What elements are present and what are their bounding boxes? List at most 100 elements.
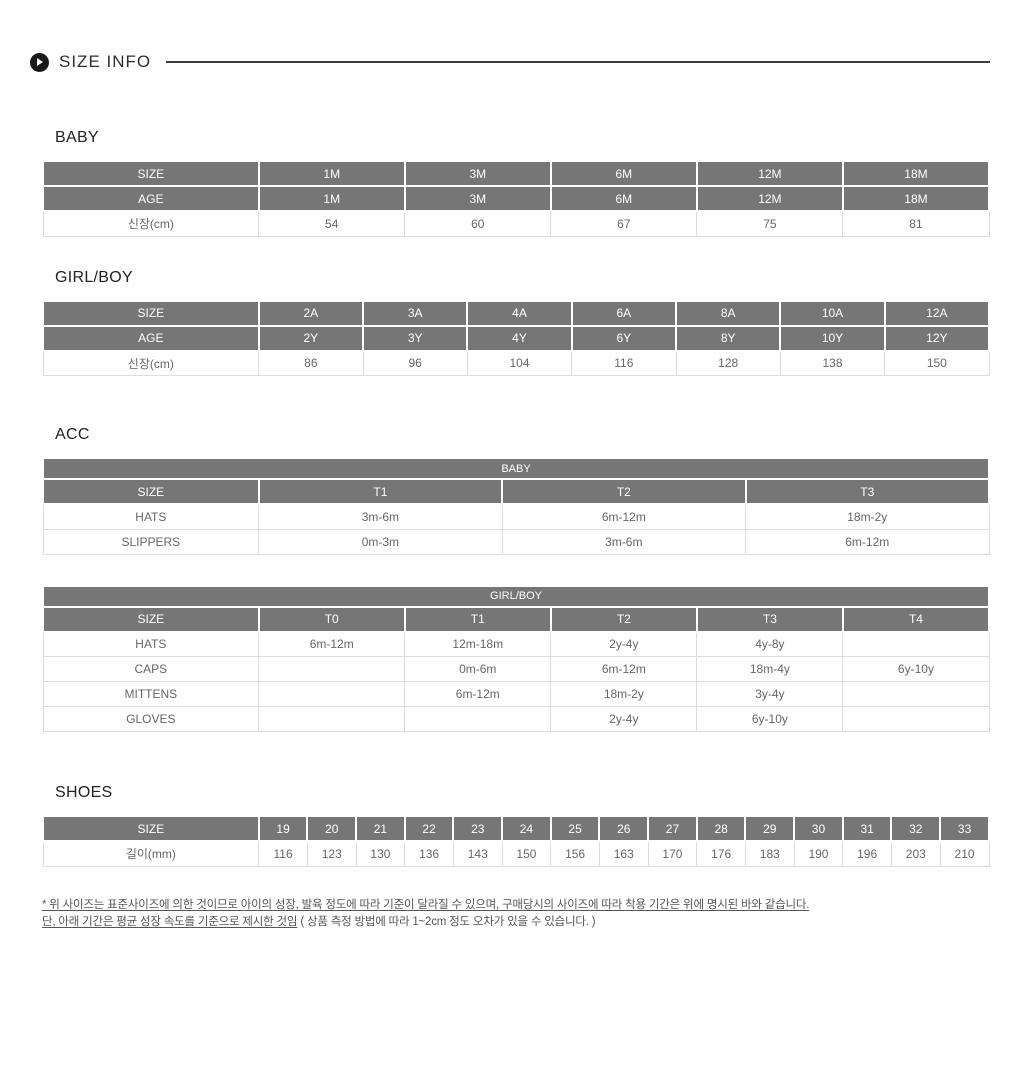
row-label-cell: GLOVES <box>42 706 260 732</box>
column-header-cell: T1 <box>257 478 504 505</box>
column-header-cell: T2 <box>549 605 698 633</box>
table-row: 신장(cm) 54 60 67 75 81 <box>42 210 990 237</box>
column-header-cell: 3A <box>362 299 469 327</box>
girlboy-size-table: SIZE 2A 3A 4A 6A 8A 10A 12A AGE 2Y 3Y 4Y 6Y 8Y 10Y 12Y 신… <box>42 299 991 376</box>
table-band-row: GIRL/BOY <box>42 584 990 608</box>
column-header-cell: 25 <box>549 815 601 842</box>
column-header-cell: 6Y <box>570 324 678 352</box>
column-header-cell: AGE <box>42 185 260 212</box>
baby-size-table: SIZE 1M 3M 6M 12M 18M AGE 1M 3M 6M 12M 18M 신장(cm) 54 6… <box>42 160 991 237</box>
data-cell: 6y-10y <box>842 656 990 682</box>
column-header-cell: 8A <box>674 299 782 327</box>
acc-girlboy-size-table: GIRL/BOY SIZE T0 T1 T2 T3 T4 HATS 6m-12m 12m-18m 2… <box>42 584 991 732</box>
column-header-cell: 10A <box>779 299 886 327</box>
data-cell: 170 <box>647 840 698 867</box>
column-header-cell: T3 <box>744 478 991 505</box>
data-cell: 18m-2y <box>550 681 698 707</box>
footnote-line2-underlined: 단, 아래 기간은 평균 성장 속도를 기준으로 제시한 것임 <box>42 916 298 929</box>
header-row: SIZE 19 20 21 22 23 24 25 26 27 28 29 30 31 32 33 <box>42 815 990 842</box>
page-header: SIZE INFO <box>30 52 990 72</box>
data-cell: 156 <box>550 840 600 867</box>
play-circle-icon <box>30 52 49 72</box>
data-cell: 2y-4y <box>550 631 698 657</box>
data-cell <box>258 656 406 682</box>
data-cell: 150 <box>884 350 990 376</box>
page-title: SIZE INFO <box>59 52 152 71</box>
data-cell: 176 <box>696 840 746 867</box>
data-cell: 96 <box>362 350 468 376</box>
row-label-cell: SLIPPERS <box>42 528 260 555</box>
column-header-cell: 1M <box>257 185 406 212</box>
data-cell: 0m-6m <box>404 656 552 682</box>
column-header-cell: 6M <box>549 160 698 187</box>
data-cell: 60 <box>404 210 552 237</box>
data-cell: 116 <box>258 840 308 867</box>
row-label-cell: 신장(cm) <box>42 350 260 376</box>
row-label-cell: CAPS <box>42 656 260 682</box>
column-header-cell: 12Y <box>883 324 991 352</box>
row-label-cell: HATS <box>42 631 260 657</box>
table-row: 길이(mm) 116 123 130 136 143 150 156 163 170 176 183 1… <box>42 840 990 867</box>
data-cell: 6m-12m <box>404 681 552 707</box>
data-cell: 128 <box>675 350 781 376</box>
data-cell: 196 <box>842 840 892 867</box>
table-row: HATS 6m-12m 12m-18m 2y-4y 4y-8y <box>42 631 990 657</box>
section-title-girlboy: GIRL/BOY <box>55 268 133 286</box>
data-cell: 86 <box>258 350 364 376</box>
column-header-cell: 2A <box>257 299 365 327</box>
column-header-cell: 2Y <box>257 324 365 352</box>
column-header-cell: SIZE <box>42 299 260 327</box>
footnote-line2-plain: ( 상품 측정 방법에 따라 1~2cm 정도 오차가 있을 수 있습니다. ) <box>297 916 596 929</box>
column-header-cell: 10Y <box>779 324 886 352</box>
column-header-cell: 3Y <box>362 324 469 352</box>
header-row: SIZE 2A 3A 4A 6A 8A 10A 12A <box>42 299 991 327</box>
section-title-shoes: SHOES <box>55 784 113 801</box>
row-label-cell: HATS <box>42 503 260 530</box>
data-cell: 150 <box>501 840 552 867</box>
column-header-cell: SIZE <box>42 478 260 505</box>
column-header-cell: 1M <box>257 160 406 187</box>
acc-baby-size-table: BABY SIZE T1 T2 T3 HATS 3m-6m 6m-12m 18m-2y SLIPP… <box>42 457 991 555</box>
column-header-cell: T3 <box>695 605 844 633</box>
column-header-cell: 8Y <box>674 324 782 352</box>
column-header-cell: 31 <box>841 815 893 842</box>
data-cell: 6m-12m <box>550 656 698 682</box>
data-cell: 3y-4y <box>696 681 844 707</box>
column-header-cell: 3M <box>403 160 552 187</box>
column-header-cell: 29 <box>744 815 796 842</box>
data-cell: 6m-12m <box>745 528 990 555</box>
data-cell <box>258 681 406 707</box>
data-cell: 18m-4y <box>696 656 844 682</box>
column-header-cell: SIZE <box>42 160 260 187</box>
row-label-cell: MITTENS <box>42 681 260 707</box>
column-header-cell: 23 <box>452 815 504 842</box>
table-band-row: BABY <box>42 457 990 480</box>
header-row: AGE 2Y 3Y 4Y 6Y 8Y 10Y 12Y <box>42 324 991 352</box>
data-cell <box>842 631 990 657</box>
column-header-cell: T1 <box>403 605 552 633</box>
table-band-label: GIRL/BOY <box>42 584 990 608</box>
footnote: * 위 사이즈는 표준사이즈에 의한 것이므로 아이의 성장, 발육 정도에 따… <box>42 897 990 933</box>
column-header-cell: 4A <box>466 299 573 327</box>
column-header-cell: AGE <box>42 324 260 352</box>
data-cell: 138 <box>779 350 886 376</box>
table-row: MITTENS 6m-12m 18m-2y 3y-4y <box>42 681 990 707</box>
header-row: SIZE T1 T2 T3 <box>42 478 991 505</box>
data-cell: 75 <box>696 210 844 237</box>
section-title-baby: BABY <box>55 129 99 146</box>
data-cell: 116 <box>571 350 677 376</box>
data-cell: 67 <box>550 210 698 237</box>
column-header-cell: 6A <box>570 299 678 327</box>
column-header-cell: 4Y <box>466 324 573 352</box>
data-cell: 0m-3m <box>258 528 503 555</box>
row-label-cell: 신장(cm) <box>42 210 260 237</box>
data-cell: 104 <box>466 350 573 376</box>
data-cell <box>842 681 990 707</box>
table-row: GLOVES 2y-4y 6y-10y <box>42 706 990 732</box>
row-label-cell: 길이(mm) <box>42 840 260 867</box>
table-band-label: BABY <box>42 457 990 480</box>
data-cell: 190 <box>793 840 844 867</box>
data-cell: 210 <box>939 840 990 867</box>
column-header-cell: SIZE <box>42 605 260 633</box>
column-header-cell: 20 <box>306 815 358 842</box>
